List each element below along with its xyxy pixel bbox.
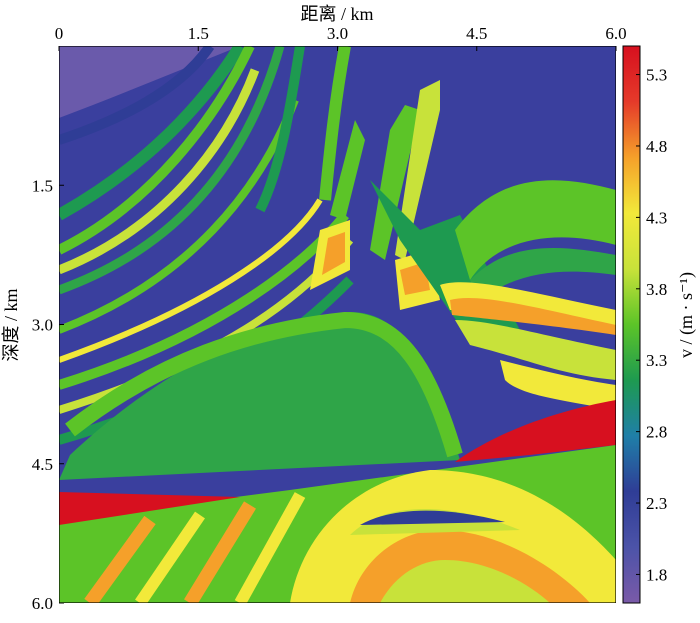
y-tick-label: 4.5	[32, 455, 53, 474]
colorbar-tick-label: 2.8	[646, 423, 667, 442]
colorbar: 1.8 2.3 2.8 3.3 3.8 4.3 4.8 5.3	[622, 45, 667, 604]
x-tick-label: 3.0	[327, 24, 348, 43]
x-tick-label: 6.0	[605, 24, 626, 43]
y-axis-title: 深度 / km	[1, 288, 21, 361]
colorbar-title: v / (m · s⁻¹)	[676, 272, 697, 358]
colorbar-tick-label: 5.3	[646, 66, 667, 85]
x-axis: 0 1.5 3.0 4.5 6.0	[55, 24, 627, 51]
x-tick-label: 4.5	[466, 24, 487, 43]
y-axis: 1.5 3.0 4.5 6.0	[32, 176, 64, 613]
low-velocity-lens-core	[360, 510, 505, 525]
left-salt-wedge	[59, 492, 240, 525]
x-tick-label: 1.5	[188, 24, 209, 43]
deep-dipping-bands	[84, 492, 306, 603]
y-tick-label: 6.0	[32, 594, 53, 613]
colorbar-tick-label: 2.3	[646, 494, 667, 513]
y-tick-label: 3.0	[32, 316, 53, 335]
velocity-heatmap	[59, 46, 616, 603]
anticline-band	[65, 311, 463, 458]
y-tick-label: 1.5	[32, 176, 53, 195]
x-tick-label: 0	[55, 24, 64, 43]
colorbar-tick-label: 4.8	[646, 137, 667, 156]
colorbar-tick-label: 3.8	[646, 280, 667, 299]
anticline-dome	[59, 312, 460, 480]
deep-anticline-inner	[380, 560, 550, 603]
colorbar-tick-label: 4.3	[646, 208, 667, 227]
x-axis-title: 距离 / km	[300, 4, 373, 24]
colorbar-tick-label: 3.3	[646, 351, 667, 370]
colorbar-gradient	[622, 45, 641, 604]
right-layers	[440, 180, 616, 410]
right-salt-wedge	[455, 400, 616, 462]
colorbar-tick-label: 1.8	[646, 565, 667, 584]
